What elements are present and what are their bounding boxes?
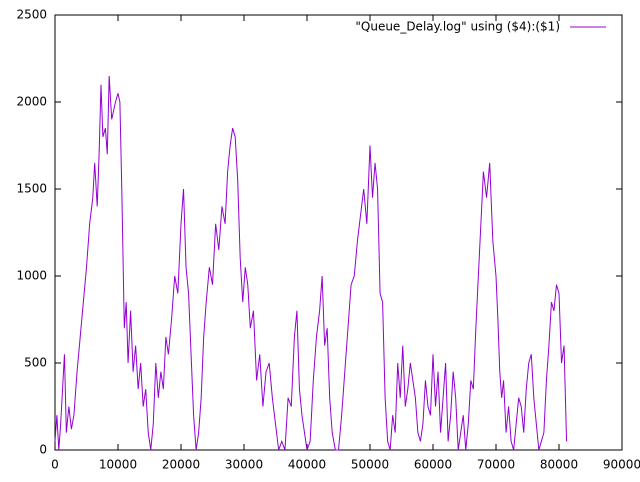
x-tick-label: 0 bbox=[51, 458, 59, 472]
y-tick-label: 2000 bbox=[16, 95, 47, 109]
legend-label: "Queue_Delay.log" using ($4):($1) bbox=[355, 20, 560, 34]
x-tick-label: 10000 bbox=[99, 458, 137, 472]
y-tick-label: 500 bbox=[24, 356, 47, 370]
x-tick-label: 70000 bbox=[477, 458, 515, 472]
x-tick-label: 90000 bbox=[603, 458, 640, 472]
y-tick-label: 1500 bbox=[16, 182, 47, 196]
x-tick-label: 50000 bbox=[351, 458, 389, 472]
y-tick-label: 2500 bbox=[16, 8, 47, 22]
plot-frame bbox=[54, 14, 623, 451]
x-tick-label: 30000 bbox=[225, 458, 263, 472]
x-tick-label: 40000 bbox=[288, 458, 326, 472]
x-tick-label: 80000 bbox=[540, 458, 578, 472]
y-tick-label: 0 bbox=[39, 443, 47, 457]
x-tick-label: 20000 bbox=[162, 458, 200, 472]
x-tick-label: 60000 bbox=[414, 458, 452, 472]
y-tick-label: 1000 bbox=[16, 269, 47, 283]
data-line bbox=[54, 75, 568, 451]
